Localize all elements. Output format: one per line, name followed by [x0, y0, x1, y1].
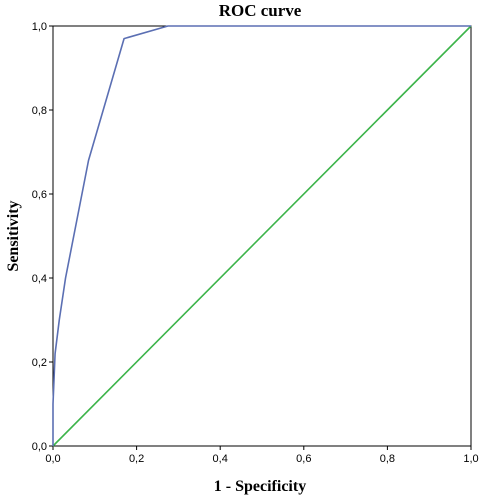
y-tick-label: 0,6 — [32, 189, 47, 201]
y-tick-label: 0,2 — [32, 357, 47, 369]
x-axis-label: 1 - Specificity — [214, 478, 306, 495]
x-tick-label: 0,2 — [129, 453, 144, 465]
y-tick-label: 0,4 — [32, 273, 47, 285]
x-tick-label: 0,0 — [45, 453, 60, 465]
x-tick-label: 1,0 — [463, 453, 478, 465]
chart-title: ROC curve — [219, 1, 302, 20]
y-tick-label: 0,0 — [32, 441, 47, 453]
roc-curve-line — [52, 25, 471, 446]
x-tick-label: 0,8 — [380, 453, 395, 465]
x-tick-label: 0,6 — [296, 453, 311, 465]
y-tick-label: 1,0 — [32, 21, 47, 33]
x-tick-label: 0,4 — [213, 453, 228, 465]
y-tick-label: 0,8 — [32, 105, 47, 117]
y-axis-label: Sensitivity — [5, 200, 22, 271]
reference-line — [52, 25, 472, 447]
